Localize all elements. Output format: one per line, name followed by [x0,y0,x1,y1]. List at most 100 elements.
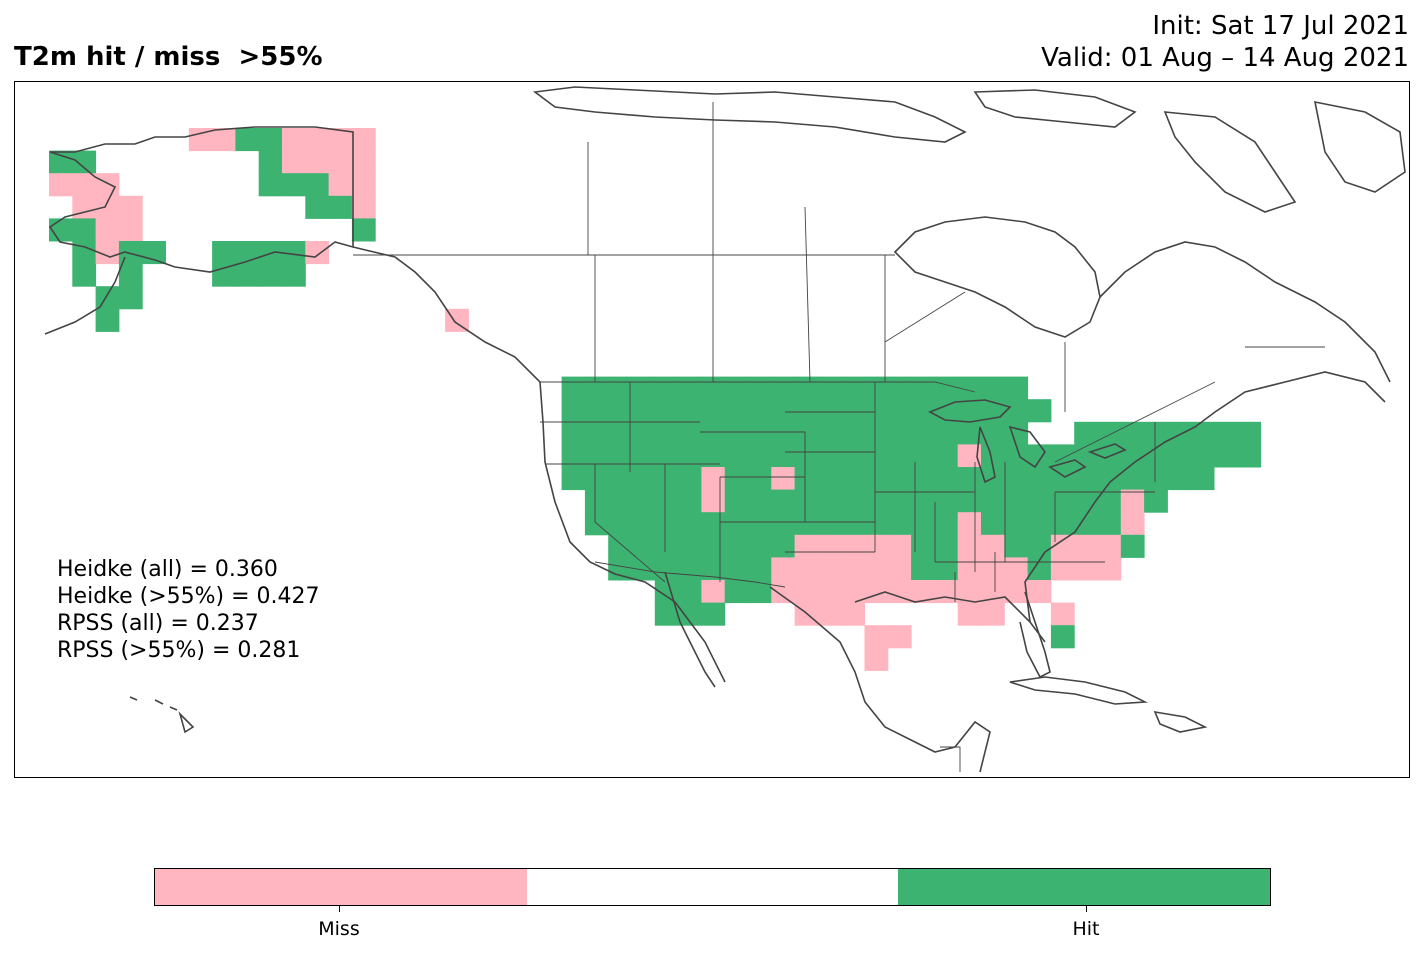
hit-cell [771,421,796,445]
hit-cell [1237,421,1262,445]
hit-cell [794,399,819,423]
miss-cell [445,308,469,332]
miss-cell [701,489,726,513]
miss-cell [305,150,330,174]
hit-cell [1074,489,1098,513]
hit-cell [887,512,912,536]
hit-cell [864,399,889,423]
miss-cell [957,534,982,558]
score-rpss-55: RPSS (>55%) = 0.281 [57,638,301,663]
colorbar-neutral-segment [526,869,899,905]
hit-cell [724,534,749,558]
miss-cell [1120,512,1145,536]
hit-cell [95,308,120,332]
hit-cell [678,580,702,604]
hit-cell [584,489,609,513]
miss-cell [957,580,982,604]
hit-cell [911,557,935,581]
miss-cell [981,534,1005,558]
hit-cell [701,602,726,626]
hit-cell [631,376,656,400]
hit-cell [1027,534,1052,558]
miss-cell [328,150,353,174]
hit-cell [794,467,819,491]
hit-cell [654,512,679,536]
hit-cell [841,489,865,513]
hit-cell [911,399,935,423]
hit-cell [654,421,679,445]
hit-cell [49,150,73,174]
hit-cell [258,241,283,265]
hit-cell [748,580,772,604]
hit-cell [235,263,260,287]
miss-cell [887,625,912,649]
hit-cell [1004,444,1029,468]
hit-cell [1144,467,1168,491]
hit-cell [1120,421,1145,445]
hit-cell [678,467,702,491]
hit-cell [817,489,842,513]
miss-cell [351,150,376,174]
hit-cell [584,399,609,423]
hit-cell [678,444,702,468]
forecast-map [14,81,1410,778]
hit-cell [771,489,796,513]
hit-cell [817,512,842,536]
miss-cell [351,195,376,219]
hit-cell [584,421,609,445]
hit-cell [701,534,726,558]
hit-cell [981,421,1005,445]
miss-cell [887,580,912,604]
hit-cell [934,376,959,400]
hit-cell [305,195,330,219]
hit-cell [631,399,656,423]
hit-cell [1097,512,1122,536]
hit-cell [841,399,865,423]
hit-cell [934,557,959,581]
hit-cell [887,421,912,445]
hit-cell [794,489,819,513]
hit-cell [957,467,982,491]
hit-cell [981,376,1005,400]
hit-cell [72,241,97,265]
hit-cell [911,444,935,468]
hit-cell [981,444,1005,468]
hit-cell [235,128,260,152]
borders [352,102,1325,772]
hit-cell [934,534,959,558]
hit-cell [724,399,749,423]
hit-cell [1004,399,1029,423]
hit-cell [957,399,982,423]
hit-cell [654,376,679,400]
hit-cell [724,512,749,536]
hit-cell [631,534,656,558]
hit-cell [235,241,260,265]
hit-cell [724,580,749,604]
miss-cell [1027,580,1052,604]
miss-cell [282,150,306,174]
miss-cell [72,195,97,219]
miss-cell [701,580,726,604]
hit-cell [631,557,656,581]
hit-cell [748,489,772,513]
miss-cell [701,467,726,491]
miss-cell [794,534,819,558]
hit-cell [608,376,632,400]
hit-cell [1190,421,1215,445]
hit-cell [631,512,656,536]
hit-cell [957,421,982,445]
hit-cell [701,512,726,536]
hit-cell [911,534,935,558]
hit-cell [1144,444,1168,468]
hit-cell [864,467,889,491]
miss-cell [817,534,842,558]
hit-cell [771,444,796,468]
hit-cell [1144,489,1168,513]
hit-cell [1097,467,1122,491]
miss-cell [328,173,353,197]
miss-cell [817,580,842,604]
hit-cell [608,467,632,491]
hit-cell [701,557,726,581]
hit-cell [1027,489,1052,513]
hit-cell [631,444,656,468]
